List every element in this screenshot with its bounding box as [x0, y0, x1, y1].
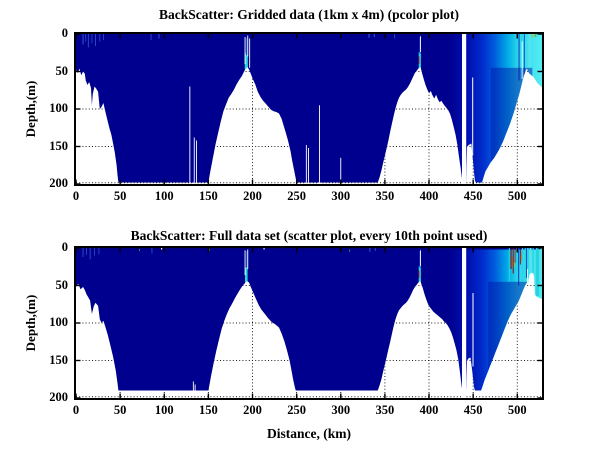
y-tick-label: 150	[49, 352, 68, 367]
y-tick-label: 0	[61, 240, 68, 254]
y-tick-label: 200	[49, 390, 68, 404]
x-tick-label: 350	[375, 189, 395, 203]
x-tick-label: 400	[419, 403, 439, 417]
y-tick-label: 150	[49, 138, 68, 153]
pcolor-plot-canvas	[76, 34, 542, 184]
x-tick-label: 500	[507, 189, 527, 203]
x-tick-label: 200	[243, 189, 262, 203]
scatter-plot-canvas	[76, 248, 542, 398]
x-tick-label: 300	[331, 403, 351, 417]
axis-tick-marks	[76, 34, 542, 184]
x-tick-label: 50	[113, 189, 127, 203]
x-tick-label: 250	[287, 189, 307, 203]
pcolor-plot-area	[74, 32, 544, 186]
bottom-plot-xlabel: Distance, (km)	[267, 426, 351, 441]
x-tick-label: 250	[287, 403, 307, 417]
x-tick-label: 500	[507, 403, 527, 417]
scatter-plot-area	[74, 246, 544, 400]
x-tick-label: 150	[199, 403, 218, 417]
x-tick-label: 50	[113, 403, 127, 417]
x-tick-label: 300	[331, 189, 351, 203]
y-tick-label: 0	[61, 26, 68, 40]
y-tick-label: 200	[49, 176, 68, 190]
x-tick-label: 450	[463, 403, 483, 417]
x-tick-label: 100	[154, 403, 174, 417]
x-tick-label: 0	[72, 189, 80, 203]
x-tick-label: 450	[463, 189, 483, 203]
y-tick-label: 50	[55, 277, 69, 292]
y-tick-label: 50	[55, 63, 69, 78]
top-plot-title: BackScatter: Gridded data (1km x 4m) (pc…	[158, 7, 460, 22]
x-tick-label: 0	[72, 403, 80, 417]
axis-tick-marks	[76, 248, 542, 398]
y-tick-label: 100	[49, 101, 68, 115]
bottom-plot-title: BackScatter: Full data set (scatter plot…	[130, 228, 488, 243]
x-tick-label: 200	[243, 403, 262, 417]
y-tick-label: 100	[49, 315, 68, 329]
x-tick-label: 400	[419, 189, 439, 203]
x-tick-label: 150	[199, 189, 218, 203]
x-tick-label: 350	[375, 403, 395, 417]
x-tick-label: 100	[154, 189, 174, 203]
